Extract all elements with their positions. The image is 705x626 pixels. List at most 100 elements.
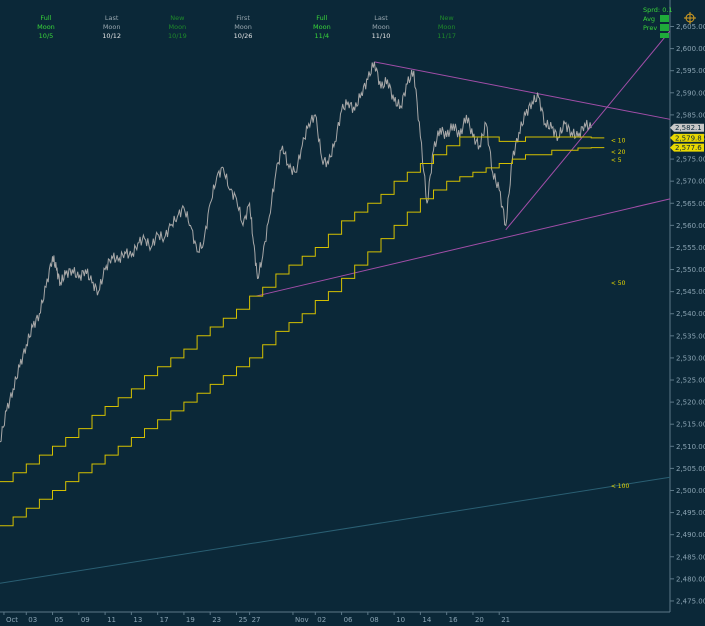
- y-tick-label: 2,555.00: [676, 244, 705, 252]
- y-tick-label: 2,525.00: [676, 377, 705, 385]
- price-tag-label: 2,579.8: [675, 134, 702, 142]
- ma-annotation: < 5: [611, 157, 622, 164]
- y-tick-label: 2,605.00: [676, 23, 705, 31]
- y-tick-label: 2,515.00: [676, 421, 705, 429]
- avg-label: Avg: [643, 15, 655, 23]
- moon-phase-date: 11/4: [315, 32, 330, 40]
- moon-phase-word: Moon: [169, 23, 187, 31]
- y-tick-label: 2,570.00: [676, 178, 705, 186]
- moon-phase-word: Moon: [103, 23, 121, 31]
- x-tick-label: 27: [252, 616, 261, 624]
- y-tick-label: 2,600.00: [676, 45, 705, 53]
- plot-background: [0, 0, 670, 612]
- x-tick-label: 09: [81, 616, 90, 624]
- trendline[interactable]: [256, 198, 671, 297]
- moon-phase-date: 10/12: [102, 32, 121, 40]
- ma-annotation: < 20: [611, 149, 626, 156]
- x-tick-label: 16: [449, 616, 458, 624]
- y-tick-label: 2,545.00: [676, 288, 705, 296]
- y-tick-label: 2,535.00: [676, 332, 705, 340]
- moon-phase-word: Moon: [372, 23, 390, 31]
- avg-indicator: [660, 15, 669, 22]
- y-tick-label: 2,560.00: [676, 222, 705, 230]
- moving-average-10-line: [0, 136, 605, 483]
- y-tick-label: 2,495.00: [676, 509, 705, 517]
- x-tick-label: 05: [55, 616, 64, 624]
- y-tick-label: 2,595.00: [676, 67, 705, 75]
- x-tick-label: 03: [28, 616, 37, 624]
- y-tick-label: 2,540.00: [676, 310, 705, 318]
- moon-phase-date: 11/10: [372, 32, 391, 40]
- y-tick-label: 2,485.00: [676, 553, 705, 561]
- x-tick-label: 13: [133, 616, 142, 624]
- series-layer: [0, 61, 605, 527]
- x-tick-label: 23: [212, 616, 221, 624]
- date-axis: Oct 03 05 09 11 13 17 19 23 25 27 Nov 02 06 08 10 14 16 20…: [0, 611, 670, 624]
- y-tick-label: 2,550.00: [676, 266, 705, 274]
- x-tick-label: 17: [160, 616, 169, 624]
- x-tick-label: 14: [422, 616, 431, 624]
- price-axis: 2,475.00 2,480.00 2,485.00 2,490.00 2,495.00…: [669, 0, 705, 612]
- y-tick-label: 2,565.00: [676, 200, 705, 208]
- x-tick-label: 06: [344, 616, 353, 624]
- trendline[interactable]: [374, 61, 671, 120]
- moon-phase-word: Moon: [313, 23, 331, 31]
- ma-annotation: < 50: [611, 280, 626, 287]
- price-series-line: [0, 61, 592, 443]
- status-indicator: [660, 33, 669, 38]
- price-tag: 2,579.8: [670, 133, 704, 142]
- moon-phase-name: New: [170, 14, 185, 22]
- y-tick-label: 2,500.00: [676, 487, 705, 495]
- moon-phase-word: Moon: [234, 23, 252, 31]
- y-tick-label: 2,530.00: [676, 354, 705, 362]
- price-tag-label: 2,577.6: [675, 144, 702, 152]
- price-tags: 2,582.1 2,579.8 2,577.6: [670, 123, 704, 152]
- prev-label: Prev: [643, 24, 657, 32]
- spread-label: Sprd: 0.1: [643, 6, 673, 14]
- prev-indicator: [660, 24, 669, 31]
- x-tick-label: 08: [370, 616, 379, 624]
- moon-phase-date: 11/17: [437, 32, 456, 40]
- y-tick-label: 2,475.00: [676, 597, 705, 605]
- ma-annotation: < 100: [611, 483, 630, 490]
- x-tick-label: 10: [396, 616, 405, 624]
- moon-phase-name: Full: [316, 14, 327, 22]
- ma-annotation: < 10: [611, 138, 626, 145]
- moon-phase-name: Last: [105, 14, 119, 22]
- moon-phase-word: Moon: [37, 23, 55, 31]
- moving-average-labels: < 10 < 20< 5 < 50 < 100: [611, 138, 630, 491]
- x-tick-label: 20: [475, 616, 484, 624]
- x-tick-label: 02: [317, 616, 326, 624]
- moving-average-20-line: [0, 147, 605, 527]
- moon-phase-date: 10/19: [168, 32, 187, 40]
- y-tick-label: 2,575.00: [676, 156, 705, 164]
- y-tick-label: 2,520.00: [676, 399, 705, 407]
- moon-phase-labels: FullMoon10/5LastMoon10/12NewMoon10/19Fir…: [37, 14, 456, 40]
- price-tag: 2,577.6: [670, 143, 704, 152]
- x-tick-label: 19: [186, 616, 195, 624]
- price-tag: 2,582.1: [670, 123, 704, 132]
- x-tick-label: Nov: [295, 616, 309, 624]
- y-tick-label: 2,590.00: [676, 89, 705, 97]
- moon-phase-word: Moon: [438, 23, 456, 31]
- y-tick-label: 2,490.00: [676, 531, 705, 539]
- y-tick-label: 2,585.00: [676, 111, 705, 119]
- y-tick-label: 2,505.00: [676, 465, 705, 473]
- x-tick-label: 21: [501, 616, 510, 624]
- x-tick-label: 11: [107, 616, 116, 624]
- y-tick-label: 2,510.00: [676, 443, 705, 451]
- crosshair-tool-icon[interactable]: [684, 12, 696, 24]
- moon-phase-date: 10/5: [39, 32, 54, 40]
- moon-phase-name: First: [236, 14, 250, 22]
- price-tag-label: 2,582.1: [675, 124, 702, 132]
- moon-phase-name: Full: [40, 14, 51, 22]
- x-tick-label: Oct: [6, 616, 18, 624]
- moon-phase-name: New: [440, 14, 455, 22]
- moon-phase-name: Last: [374, 14, 388, 22]
- y-tick-label: 2,480.00: [676, 575, 705, 583]
- x-tick-label: 25: [238, 616, 247, 624]
- moon-phase-date: 10/26: [234, 32, 253, 40]
- trendline[interactable]: [0, 476, 671, 584]
